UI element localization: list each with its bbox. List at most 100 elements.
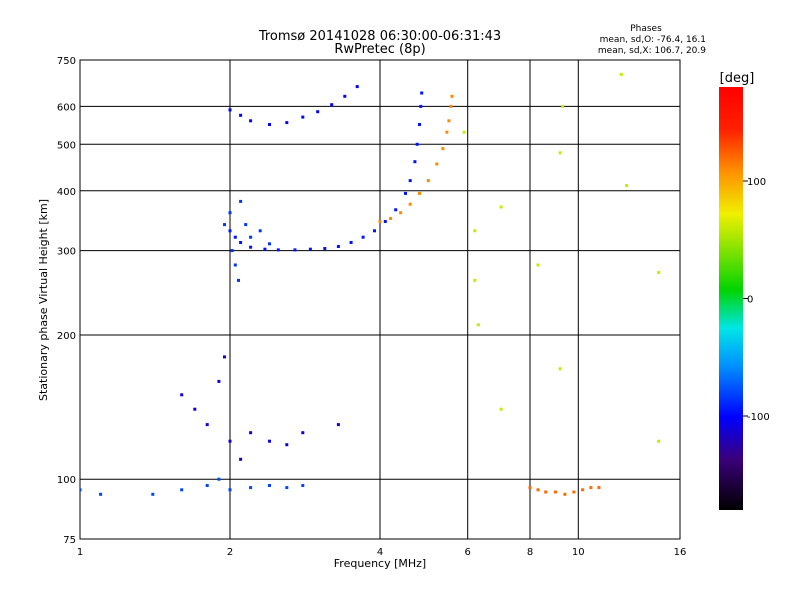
data-point (316, 110, 320, 114)
y-tick-label: 400 (57, 187, 76, 198)
x-tick-label: 16 (674, 547, 687, 558)
colorbar (719, 87, 743, 510)
data-point (249, 235, 253, 239)
y-tick-label: 300 (57, 247, 76, 258)
data-point (408, 179, 412, 183)
data-point (308, 247, 312, 251)
data-point (239, 241, 243, 244)
data-point (413, 160, 417, 164)
data-point (378, 220, 382, 223)
data-point (330, 103, 334, 107)
data-point (349, 241, 353, 244)
data-point (244, 223, 248, 227)
data-point (558, 367, 562, 371)
data-point (217, 379, 221, 383)
gridlines (80, 60, 680, 539)
data-point (544, 490, 548, 494)
data-point (399, 211, 403, 215)
data-point (233, 235, 237, 239)
data-point (336, 423, 340, 427)
data-point (249, 486, 253, 490)
colorbar-ticks: 100 0 -100 (743, 177, 770, 423)
data-point (450, 94, 454, 98)
data-point (223, 355, 226, 359)
data-point (445, 130, 449, 134)
data-points (80, 72, 661, 496)
data-point (415, 142, 419, 146)
data-point (249, 245, 253, 249)
data-point (228, 439, 232, 443)
chart-title: Tromsø 20141028 06:30:00-06:31:43 (258, 29, 501, 44)
data-point (99, 492, 103, 496)
data-point (426, 179, 430, 183)
data-point (285, 486, 289, 490)
data-point (293, 248, 297, 252)
data-point (383, 220, 387, 223)
data-point (249, 119, 253, 123)
x-tick-label: 8 (527, 547, 533, 558)
chart-subtitle: RwPretec (8p) (334, 42, 425, 57)
data-point (528, 486, 532, 490)
data-point (268, 484, 271, 487)
data-point (228, 488, 232, 492)
data-point (536, 263, 540, 267)
data-point (499, 205, 503, 209)
colorbar-tick-label: 0 (747, 295, 753, 306)
data-point (473, 278, 477, 282)
data-point (301, 431, 305, 435)
data-point (228, 211, 232, 215)
data-point (657, 439, 661, 443)
data-point (657, 271, 661, 274)
x-tick-label: 2 (227, 547, 233, 558)
x-axis-label: Frequency [MHz] (334, 557, 426, 570)
data-point (404, 191, 407, 195)
data-point (447, 119, 451, 123)
data-point (336, 245, 340, 248)
data-point (473, 229, 477, 233)
y-tick-label: 750 (57, 56, 76, 67)
data-point (420, 91, 424, 95)
data-point (462, 130, 466, 134)
data-point (285, 443, 289, 447)
data-point (589, 486, 593, 490)
x-tick-label: 4 (377, 547, 383, 558)
y-axis-label: Stationary phase Virtual Height [km] (37, 199, 50, 401)
data-point (408, 202, 412, 206)
data-point (355, 85, 359, 89)
data-point (554, 490, 557, 494)
data-point (239, 199, 243, 203)
data-point (205, 423, 209, 427)
data-point (217, 477, 221, 481)
data-point (223, 223, 226, 227)
y-tick-label: 75 (63, 535, 76, 546)
data-point (389, 217, 393, 220)
data-point (619, 72, 623, 76)
data-point (276, 248, 280, 252)
data-point (263, 247, 267, 251)
phases-line-x: mean, sd,X: 106.7, 20.9 (598, 46, 706, 56)
data-point (180, 488, 184, 492)
data-point (449, 104, 453, 108)
data-point (233, 263, 237, 267)
data-point (563, 492, 567, 496)
phases-title: Phases (630, 24, 662, 34)
colorbar-label: [deg] (720, 71, 755, 86)
data-point (151, 492, 155, 496)
data-point (625, 184, 629, 188)
y-tick-label: 100 (57, 475, 76, 486)
data-point (230, 249, 234, 253)
x-tick-label: 10 (572, 547, 585, 558)
x-tick-label: 6 (465, 547, 471, 558)
axis-ticks: 1 2 4 6 8 10 16 75 100 200 300 400 500 600 750 (57, 56, 686, 558)
data-point (193, 407, 197, 411)
y-tick-label: 200 (57, 331, 76, 342)
data-point (441, 147, 445, 151)
data-point (418, 191, 421, 195)
data-point (249, 431, 253, 435)
data-point (499, 407, 503, 411)
data-point (373, 229, 376, 233)
data-point (323, 247, 327, 250)
data-point (239, 113, 243, 117)
data-point (419, 104, 423, 108)
data-point (597, 486, 601, 490)
